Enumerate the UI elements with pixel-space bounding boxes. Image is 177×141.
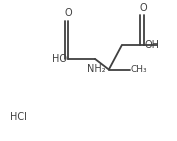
Text: O: O (64, 8, 72, 18)
Text: NH₂: NH₂ (87, 64, 106, 74)
Text: HO: HO (52, 54, 67, 64)
Text: OH: OH (144, 40, 159, 50)
Text: HCl: HCl (10, 112, 27, 122)
Text: CH₃: CH₃ (131, 65, 147, 74)
Text: O: O (140, 3, 147, 13)
